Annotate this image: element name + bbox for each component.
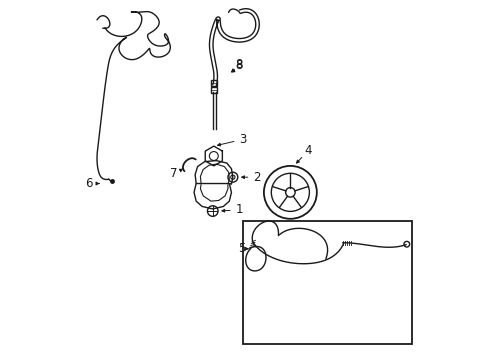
Text: 6: 6 — [85, 177, 93, 190]
Bar — [242, 221, 411, 344]
Bar — [210, 87, 217, 93]
Text: 8: 8 — [235, 59, 243, 72]
Bar — [210, 80, 217, 86]
Text: 7: 7 — [170, 167, 177, 180]
Text: 8: 8 — [235, 58, 243, 71]
Text: 3: 3 — [239, 133, 246, 146]
Text: 2: 2 — [253, 171, 260, 184]
Text: 1: 1 — [235, 203, 243, 216]
Text: 5: 5 — [237, 242, 244, 255]
Text: 4: 4 — [304, 144, 311, 157]
